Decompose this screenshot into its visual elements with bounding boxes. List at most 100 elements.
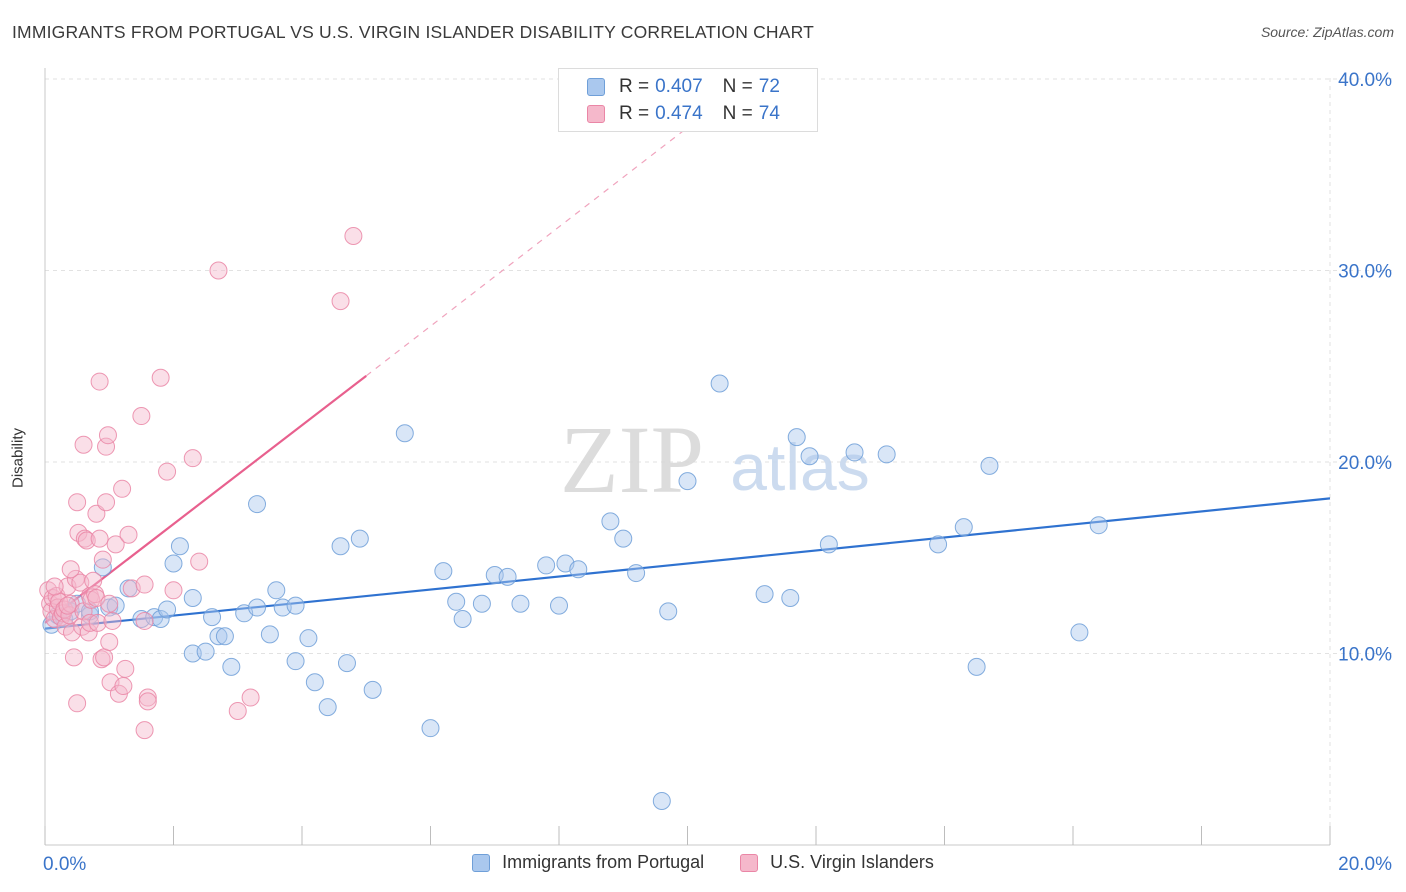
point-virgin-islanders: [116, 659, 135, 678]
y-tick-label: 30.0%: [1338, 262, 1392, 283]
data-points: [39, 227, 1108, 810]
point-portugal: [678, 472, 697, 491]
point-portugal: [447, 592, 466, 611]
point-portugal: [299, 629, 318, 648]
point-virgin-islanders: [331, 292, 350, 311]
point-portugal: [286, 596, 305, 615]
point-portugal: [100, 598, 119, 617]
legend-row-portugal: R = 0.407 N = 72: [587, 75, 780, 99]
legend-row-virgin-islanders: R = 0.474 N = 74: [587, 102, 780, 126]
point-virgin-islanders: [135, 611, 154, 630]
point-portugal: [929, 535, 948, 554]
point-portugal: [106, 596, 125, 615]
point-portugal: [158, 600, 177, 619]
point-portugal: [755, 585, 774, 604]
legend-label: Immigrants from Portugal: [502, 852, 705, 872]
point-portugal: [183, 588, 202, 607]
point-virgin-islanders: [64, 648, 83, 667]
n-label: N =: [722, 76, 753, 97]
point-virgin-islanders: [190, 552, 209, 571]
point-portugal: [1089, 516, 1108, 535]
x-tick-label: 0.0%: [43, 854, 86, 875]
point-virgin-islanders: [87, 504, 106, 523]
point-portugal: [511, 594, 530, 613]
point-portugal: [421, 719, 440, 738]
chart-title: IMMIGRANTS FROM PORTUGAL VS U.S. VIRGIN …: [12, 22, 815, 42]
point-virgin-islanders: [209, 261, 228, 280]
point-portugal: [967, 657, 986, 676]
r-value: 0.407: [655, 76, 703, 97]
trend-extension-virgin-islanders: [365, 107, 714, 377]
point-portugal: [498, 567, 517, 586]
point-virgin-islanders: [98, 426, 117, 445]
point-portugal: [1070, 623, 1089, 642]
y-tick-label: 20.0%: [1338, 453, 1392, 474]
point-portugal: [877, 445, 896, 464]
legend-swatch-pink: [740, 853, 759, 872]
point-portugal: [318, 698, 337, 717]
point-portugal: [248, 598, 267, 617]
point-virgin-islanders: [92, 650, 111, 669]
point-virgin-islanders: [135, 721, 154, 740]
point-portugal: [472, 594, 491, 613]
n-value: 74: [758, 103, 780, 124]
legend-item-portugal[interactable]: Immigrants from Portugal: [472, 852, 704, 873]
trend-line-portugal: [44, 497, 1331, 630]
point-virgin-islanders: [106, 535, 125, 554]
point-portugal: [601, 512, 620, 531]
point-virgin-islanders: [113, 479, 132, 498]
point-virgin-islanders: [119, 525, 138, 544]
point-virgin-islanders: [79, 623, 98, 642]
point-virgin-islanders: [58, 596, 77, 615]
point-virgin-islanders: [88, 613, 107, 632]
point-virgin-islanders: [114, 677, 133, 696]
point-virgin-islanders: [138, 692, 157, 711]
point-portugal: [980, 456, 999, 475]
point-virgin-islanders: [90, 372, 109, 391]
point-portugal: [260, 625, 279, 644]
point-portugal: [781, 588, 800, 607]
point-portugal: [954, 518, 973, 537]
point-virgin-islanders: [158, 462, 177, 481]
point-portugal: [614, 529, 633, 548]
point-portugal: [286, 652, 305, 671]
point-virgin-islanders: [97, 437, 116, 456]
point-virgin-islanders: [93, 550, 112, 569]
legend-swatch-blue: [587, 78, 605, 96]
point-portugal: [434, 562, 453, 581]
point-portugal: [819, 535, 838, 554]
point-portugal: [800, 447, 819, 466]
point-portugal: [453, 610, 472, 629]
point-virgin-islanders: [151, 368, 170, 387]
r-label: R =: [619, 76, 650, 97]
point-portugal: [215, 627, 234, 646]
point-virgin-islanders: [135, 575, 154, 594]
point-virgin-islanders: [90, 529, 109, 548]
legend-item-virgin-islanders[interactable]: U.S. Virgin Islanders: [740, 852, 934, 873]
point-portugal: [659, 602, 678, 621]
point-portugal: [170, 537, 189, 556]
point-portugal: [331, 537, 350, 556]
y-tick-label: 40.0%: [1338, 70, 1392, 91]
point-portugal: [787, 428, 806, 447]
point-virgin-islanders: [100, 594, 119, 613]
r-value: 0.474: [655, 103, 703, 124]
point-portugal: [203, 608, 222, 627]
trend-line-virgin-islanders: [44, 374, 367, 624]
watermark-atlas: atlas: [730, 430, 869, 504]
point-portugal: [652, 791, 671, 810]
point-portugal: [569, 560, 588, 579]
point-virgin-islanders: [344, 227, 363, 246]
point-portugal: [710, 374, 729, 393]
source-label: Source: ZipAtlas.com: [1260, 24, 1394, 40]
point-portugal: [537, 556, 556, 575]
watermark: ZIP atlas: [560, 406, 870, 513]
tick-labels: 10.0% 20.0% 30.0% 40.0% 0.0% 20.0%: [43, 70, 1392, 875]
x-tick-label: 20.0%: [1338, 854, 1392, 875]
point-portugal: [550, 596, 568, 615]
n-value: 72: [758, 76, 780, 97]
point-virgin-islanders: [100, 633, 119, 652]
point-virgin-islanders: [68, 694, 87, 713]
point-portugal: [337, 654, 356, 673]
